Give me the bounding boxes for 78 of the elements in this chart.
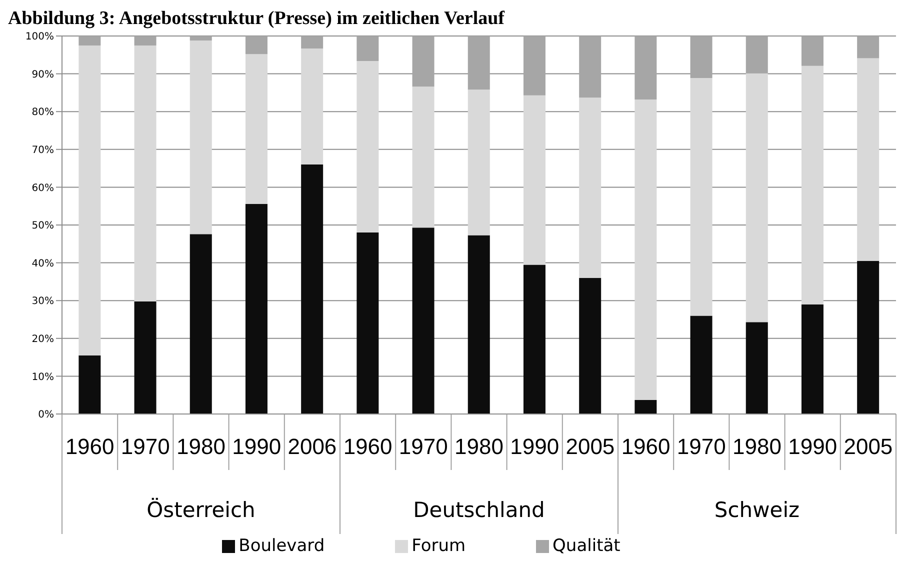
legend-label: Qualität: [552, 536, 620, 556]
bar: [746, 322, 768, 414]
x-tick-label: 1980: [176, 434, 226, 459]
y-tick-label: 30%: [32, 296, 54, 308]
bar: [690, 36, 712, 78]
bar: [245, 54, 268, 204]
x-tick-label: 1990: [232, 434, 282, 459]
bar: [134, 45, 156, 302]
bar: [412, 228, 434, 414]
legend-label: Boulevard: [238, 536, 325, 556]
bar: [690, 78, 712, 316]
bar: [801, 304, 824, 414]
bar: [190, 234, 212, 414]
x-tick-label: 2005: [566, 434, 615, 459]
bar: [468, 36, 490, 90]
bar: [301, 36, 324, 48]
x-tick-label: 2005: [844, 434, 893, 459]
text: Österreich: [146, 497, 256, 522]
bar: [468, 90, 490, 236]
x-tick-label: 1980: [732, 434, 782, 459]
bar: [245, 204, 268, 414]
bar: [190, 40, 212, 234]
bar: [746, 73, 768, 322]
bar: [857, 58, 880, 261]
bar: [857, 36, 880, 58]
bar: [801, 66, 824, 304]
y-tick-label: 40%: [32, 258, 54, 270]
bar: [412, 36, 434, 87]
bar: [857, 260, 880, 414]
bar: [634, 36, 657, 100]
bar: [134, 36, 156, 46]
x-tick-label: 2006: [288, 434, 337, 459]
bar: [301, 48, 324, 165]
x-tick-label: 1990: [788, 434, 838, 459]
bar: [245, 36, 268, 54]
x-tick-label: 1970: [676, 434, 726, 459]
x-tick-label: 1980: [454, 434, 504, 459]
bar: [78, 355, 101, 414]
x-tick-label: 1970: [398, 434, 448, 459]
bar: [579, 98, 602, 278]
bar: [523, 36, 546, 96]
bar: [134, 301, 156, 414]
bar: [634, 400, 657, 414]
x-tick-label: 1960: [65, 434, 114, 459]
y-tick-label: 80%: [32, 107, 54, 118]
y-tick-label: 50%: [32, 220, 54, 232]
x-tick-label: 1960: [343, 434, 392, 459]
bar: [468, 235, 490, 414]
text: Schweiz: [714, 498, 800, 522]
y-tick-label: 70%: [32, 144, 54, 156]
bar: [356, 232, 379, 414]
bar: [634, 100, 657, 400]
bar: [301, 164, 324, 414]
bar: [356, 60, 379, 233]
legend-label: Forum: [412, 536, 466, 556]
bar: [690, 316, 712, 414]
bar: [356, 36, 379, 61]
y-tick-label: 10%: [32, 372, 54, 383]
y-tick-label: 20%: [32, 334, 54, 345]
bar: [579, 36, 602, 98]
bar: [78, 36, 101, 46]
text: Deutschland: [413, 498, 545, 522]
bar: [523, 95, 546, 265]
bar: [190, 36, 212, 41]
chart-title: Abbildung 3: Angebotsstruktur (Presse) im zeitlichen Verlauf: [8, 8, 506, 30]
y-tick-label: 60%: [32, 182, 54, 194]
y-tick-label: 0%: [38, 410, 54, 421]
bar: [523, 264, 546, 414]
bar: [801, 36, 824, 66]
x-tick-label: 1970: [120, 434, 170, 459]
x-tick-label: 1960: [621, 434, 670, 459]
bar: [78, 45, 101, 356]
bar: [412, 86, 434, 228]
x-tick-label: 1990: [510, 434, 560, 459]
bar: [746, 36, 768, 74]
y-tick-label: 100%: [25, 32, 54, 43]
bar: [579, 278, 602, 414]
y-tick-label: 90%: [32, 69, 54, 80]
